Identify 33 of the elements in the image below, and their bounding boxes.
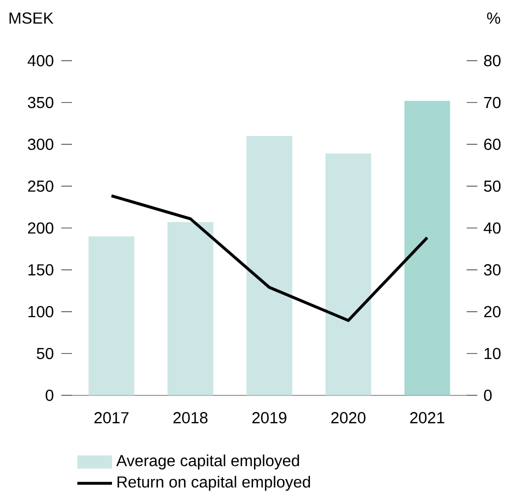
y2-axis-title: % [487,12,500,24]
bar [168,222,214,396]
x-tick-label: 2017 [94,412,128,424]
legend-label: Average capital employed [116,454,300,470]
x-tick-label: 2021 [410,412,444,424]
y2-tick-label: 10 [484,348,501,360]
y2-tick-label: 0 [484,390,492,401]
y2-tick-label: 20 [484,306,501,318]
line-series [110,194,429,322]
y-tick-label: 150 [28,264,54,276]
y-tick-label: 400 [28,55,54,66]
y2-tick-label: 30 [484,264,501,276]
y-tick-label: 0 [46,390,54,401]
bar [246,136,292,396]
bar [404,100,450,396]
x-tick-label: 2020 [331,412,366,424]
y-tick-label: 200 [28,222,54,234]
x-tick-label: 2019 [252,412,286,424]
legend-label: Return on capital employed [118,476,310,491]
y-axis-title: MSEK [10,12,54,24]
y-tick-label: 350 [28,96,54,108]
bar [325,154,372,396]
y2-tick-label: 80 [484,55,501,66]
y2-tick-label: 40 [484,222,501,234]
y-tick-label: 300 [28,138,54,150]
y-tick-label: 50 [36,348,54,360]
y-tick-label: 100 [28,306,54,318]
y-tick-label: 250 [28,180,54,192]
bar [88,236,134,396]
y2-tick-label: 50 [484,180,501,192]
y2-tick-label: 60 [484,138,501,150]
y2-tick-label: 70 [484,96,501,108]
x-tick-label: 2018 [173,412,208,424]
